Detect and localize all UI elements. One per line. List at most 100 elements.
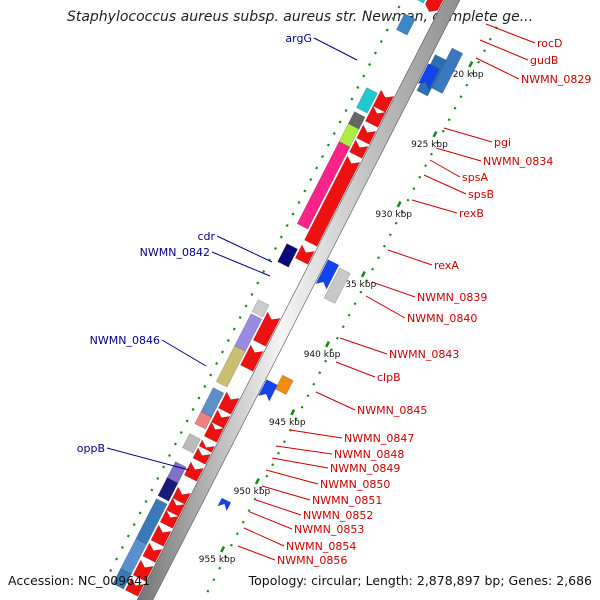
reverse-gene-label-leader: [429, 159, 461, 178]
ruler-tick: [482, 49, 486, 53]
reverse-gene-label: NWMN_0829: [521, 73, 591, 86]
ruler-tick: [453, 106, 457, 110]
ruler-tick: [168, 453, 172, 457]
ruler-tick: [162, 465, 166, 469]
ruler-tick: [277, 451, 281, 455]
genome-summary-text: Topology: circular; Length: 2,878,897 bp…: [248, 573, 592, 588]
gene-features: [112, 0, 464, 597]
forward-gene-block: [274, 374, 294, 396]
reverse-gene-label-leader: [365, 295, 406, 319]
reverse-gene-label-leader: [485, 23, 536, 44]
reverse-gene-arrow: [349, 139, 369, 159]
ruler-tick: [235, 532, 239, 536]
major-tick: [254, 478, 260, 485]
reverse-gene-label-leader: [243, 527, 285, 547]
ruler-tick: [373, 51, 377, 55]
reverse-gene-label-leader: [479, 39, 529, 61]
forward-gene-label: cdr: [197, 230, 215, 243]
reverse-gene-arrow: [252, 311, 281, 347]
ruler-tick: [459, 95, 463, 99]
reverse-gene-label: rocD: [537, 37, 563, 50]
ruler-tick: [379, 39, 383, 43]
reverse-gene-label: NWMN_0843: [389, 348, 459, 361]
reverse-gene-label-leader: [443, 127, 493, 143]
reverse-gene-label-leader: [423, 174, 467, 195]
ruler-tick: [488, 37, 492, 41]
ruler-tick: [344, 108, 348, 112]
reverse-gene-label: NWMN_0854: [286, 540, 356, 553]
gene-category-block: [215, 345, 246, 388]
reverse-gene-label: rexB: [459, 207, 484, 220]
major-tick: [396, 201, 402, 208]
reverse-gene-arrow: [203, 421, 225, 443]
forward-gene-arrow: [217, 497, 232, 512]
ruler-tick: [418, 175, 422, 179]
reverse-gene-arrow: [192, 447, 212, 465]
ruler-tick: [382, 244, 386, 248]
ruler-tick: [371, 267, 375, 271]
ruler-tick: [338, 120, 342, 124]
ruler-tick: [262, 269, 266, 273]
reverse-gene-arrow: [198, 439, 216, 453]
gene-category-block: [251, 299, 270, 318]
ruler-tick: [229, 543, 233, 547]
reverse-gene-label: pgi: [494, 136, 511, 149]
scale-label: 945 kbp: [269, 418, 306, 428]
ruler-tick: [271, 463, 275, 467]
forward-gene-arrow: [417, 63, 440, 90]
gene-category-block: [416, 0, 426, 4]
genome-backbone: [136, 0, 461, 600]
ruler-tick: [312, 382, 316, 386]
ruler-tick: [335, 336, 339, 340]
ruler-tick: [341, 325, 345, 329]
ruler-tick: [471, 72, 475, 76]
ruler-tick: [109, 568, 113, 572]
reverse-gene-label-leader: [237, 545, 276, 561]
reverse-gene-arrow: [132, 559, 154, 582]
reverse-gene-arrow: [124, 577, 145, 597]
reverse-gene-arrow: [142, 542, 163, 563]
ruler-tick: [447, 118, 451, 122]
ruler-tick: [465, 83, 469, 87]
ruler-tick: [347, 313, 351, 317]
reverse-gene-label: NWMN_0856: [277, 554, 347, 567]
reverse-gene-label: NWMN_0849: [330, 462, 400, 475]
gene-category-block: [200, 387, 225, 418]
ruler-tick: [365, 279, 369, 283]
ruler-tick: [388, 233, 392, 237]
ruler-tick: [144, 499, 148, 503]
ruler-tick: [197, 396, 201, 400]
ruler-tick: [318, 371, 322, 375]
ruler-tick: [329, 348, 333, 352]
ruler-tick: [203, 384, 207, 388]
ruler-tick: [291, 212, 295, 216]
reverse-gene-label: NWMN_0847: [344, 432, 414, 445]
ruler-tick: [294, 417, 298, 421]
ruler-tick: [324, 359, 328, 363]
reverse-gene-arrow: [218, 391, 240, 415]
scale-label: 925 kbp: [411, 140, 448, 150]
reverse-gene-label-leader: [261, 485, 311, 501]
ruler-tick: [412, 187, 416, 191]
ruler-tick: [368, 62, 372, 66]
gene-category-block: [112, 568, 132, 590]
reverse-gene-arrow: [364, 105, 387, 128]
ruler-tick: [126, 534, 130, 538]
ruler-tick: [215, 361, 219, 365]
reverse-gene-label: rexA: [434, 259, 459, 272]
forward-gene-block: [431, 47, 464, 94]
reverse-gene-label-leader: [255, 499, 302, 516]
major-tick: [468, 61, 474, 68]
reverse-gene-label-leader: [275, 445, 333, 455]
ruler-tick: [279, 235, 283, 239]
backbone-band: [136, 0, 461, 600]
major-tick: [290, 409, 296, 416]
ruler-tick: [306, 394, 310, 398]
scale-label: 935 kbp: [340, 280, 377, 290]
reverse-gene-arrow: [304, 155, 361, 247]
gene-category-block: [182, 433, 201, 454]
reverse-gene-label: NWMN_0853: [294, 523, 364, 536]
forward-gene-label: oppB: [77, 442, 105, 455]
reverse-gene-arrow: [356, 124, 377, 145]
ruler-tick: [265, 474, 269, 478]
